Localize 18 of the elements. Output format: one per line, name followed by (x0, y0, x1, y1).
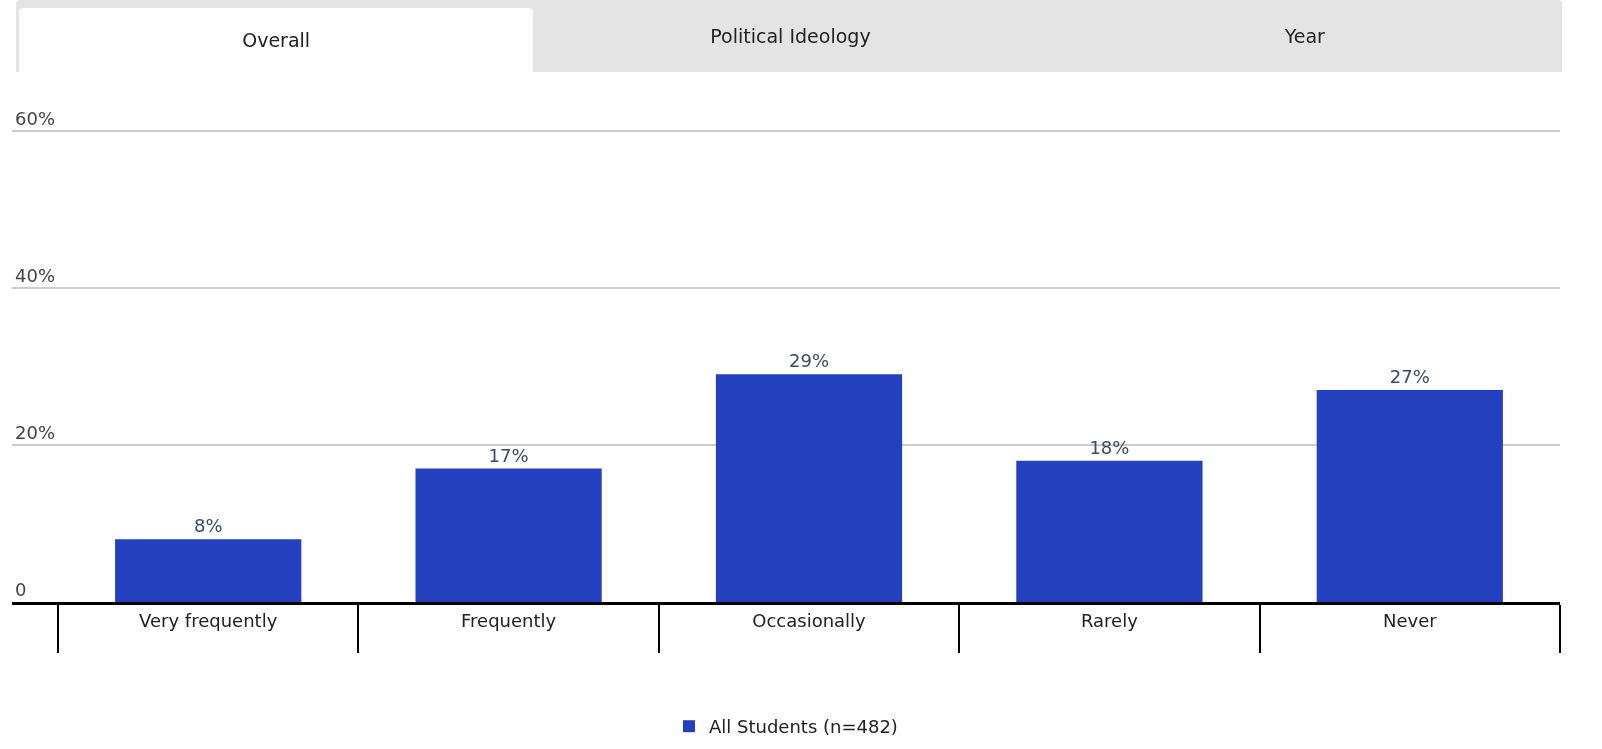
y-tick-label: 20% (15, 421, 56, 443)
data-label: 8% (193, 515, 223, 537)
x-tick-label: Very frequently (139, 609, 278, 631)
x-tick-label: Occasionally (752, 609, 867, 631)
x-tick-label: Never (1382, 609, 1438, 631)
data-label: 17% (488, 444, 529, 466)
data-label: 18% (1089, 436, 1130, 458)
y-tick-label: 40% (15, 264, 56, 286)
y-tick-label: 0 (15, 578, 27, 600)
y-tick-label: 60% (15, 107, 56, 129)
x-tick-label: Rarely (1080, 609, 1139, 631)
tab[interactable]: Overall (19, 8, 534, 72)
tab[interactable]: Political Ideology (533, 0, 1048, 72)
legend-label: All Students (n=482) (709, 716, 898, 738)
x-tick-label: Frequently (461, 609, 557, 631)
data-label: 27% (1389, 366, 1430, 387)
tab[interactable]: Year (1047, 0, 1562, 72)
data-label: 29% (789, 350, 830, 372)
